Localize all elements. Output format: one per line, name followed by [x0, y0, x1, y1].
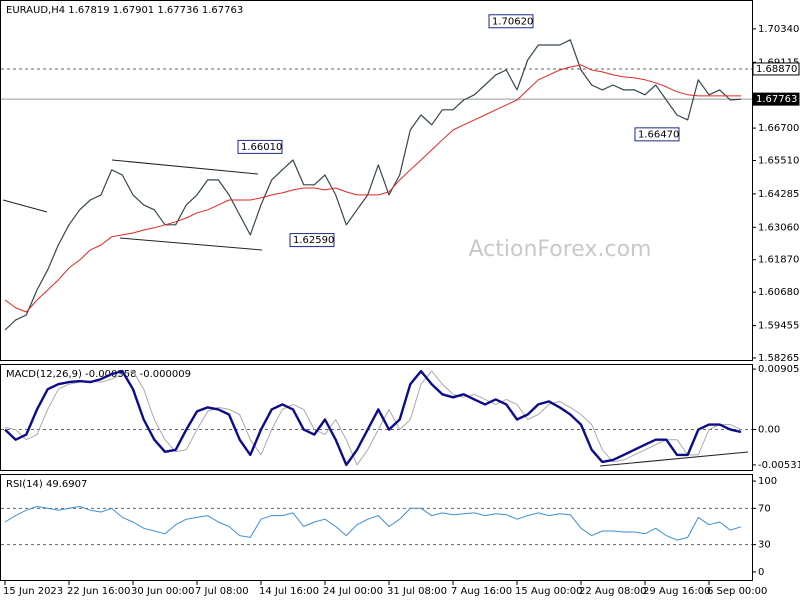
x-tick-label: 7 Jul 08:00: [195, 586, 249, 597]
annotation-box: [237, 139, 283, 154]
series-line: [4, 370, 742, 466]
x-tick-label: 22 Jun 16:00: [67, 586, 131, 597]
y-tick-label: 1.60680: [758, 287, 799, 298]
y-tick-label: 1.63060: [758, 222, 799, 233]
annotation-label: 1.62590: [293, 235, 334, 246]
x-tick-label: 22 Aug 08:00: [579, 586, 646, 597]
panel-title: MACD(12,26,9) -0.000358 -0.000009: [6, 369, 191, 380]
x-tick-label: 29 Aug 16:00: [643, 586, 710, 597]
price-tag-label: 1.68870: [756, 64, 797, 75]
annotation-box: [634, 127, 680, 142]
series-line: [4, 39, 742, 331]
price-panel: [0, 0, 753, 361]
watermark: ActionForex.com: [469, 237, 652, 262]
x-tick-label: 30 Jun 00:00: [131, 586, 195, 597]
price-tag: [752, 62, 800, 76]
y-tick-label: 0.009058: [758, 364, 800, 375]
y-tick-label: 100: [758, 476, 777, 487]
series-line: [4, 64, 741, 313]
trendline: [599, 451, 749, 467]
x-tick-label: 24 Jul 00:00: [323, 586, 383, 597]
annotation-label: 1.70620: [492, 16, 533, 27]
x-tick-label: 7 Aug 16:00: [451, 586, 512, 597]
y-tick-label: 1.59455: [758, 321, 799, 332]
x-tick-label: 31 Jul 08:00: [387, 586, 447, 597]
annotation-label: 1.66470: [638, 129, 679, 140]
y-tick-label: 1.70340: [758, 24, 799, 35]
annotation-box: [289, 233, 335, 248]
y-tick-label: 0.00: [758, 425, 780, 436]
annotation-box: [488, 14, 534, 29]
y-tick-label: 0: [758, 567, 764, 578]
y-tick-label: 1.64285: [758, 189, 799, 200]
y-tick-label: 1.61870: [758, 255, 799, 266]
series-line: [4, 506, 742, 541]
x-tick-label: 6 Sep 00:00: [707, 586, 767, 597]
y-tick-label: 70: [758, 503, 771, 514]
y-tick-label: 1.58265: [758, 353, 799, 364]
x-tick-label: 14 Jul 16:00: [259, 586, 319, 597]
trendline: [111, 159, 259, 175]
x-tick-label: 15 Jun 2023: [3, 586, 63, 597]
panel-title: EURAUD,H4 1.67819 1.67901 1.67736 1.6776…: [6, 5, 243, 16]
y-tick-label: -0.005311: [758, 460, 800, 471]
trendline: [2, 199, 48, 213]
price-tag-label: 1.67763: [756, 94, 797, 105]
y-tick-label: 1.66700: [758, 123, 799, 134]
y-tick-label: 1.65510: [758, 156, 799, 167]
series-line: [4, 369, 742, 467]
annotation-label: 1.66010: [241, 142, 282, 153]
macd-panel: [0, 364, 753, 471]
panel-title: RSI(14) 49.6907: [6, 479, 87, 490]
rsi-panel: [0, 474, 753, 581]
y-tick-label: 30: [758, 540, 771, 551]
x-tick-label: 15 Aug 00:00: [515, 586, 582, 597]
trendline: [119, 237, 263, 251]
price-tag: [752, 92, 800, 106]
